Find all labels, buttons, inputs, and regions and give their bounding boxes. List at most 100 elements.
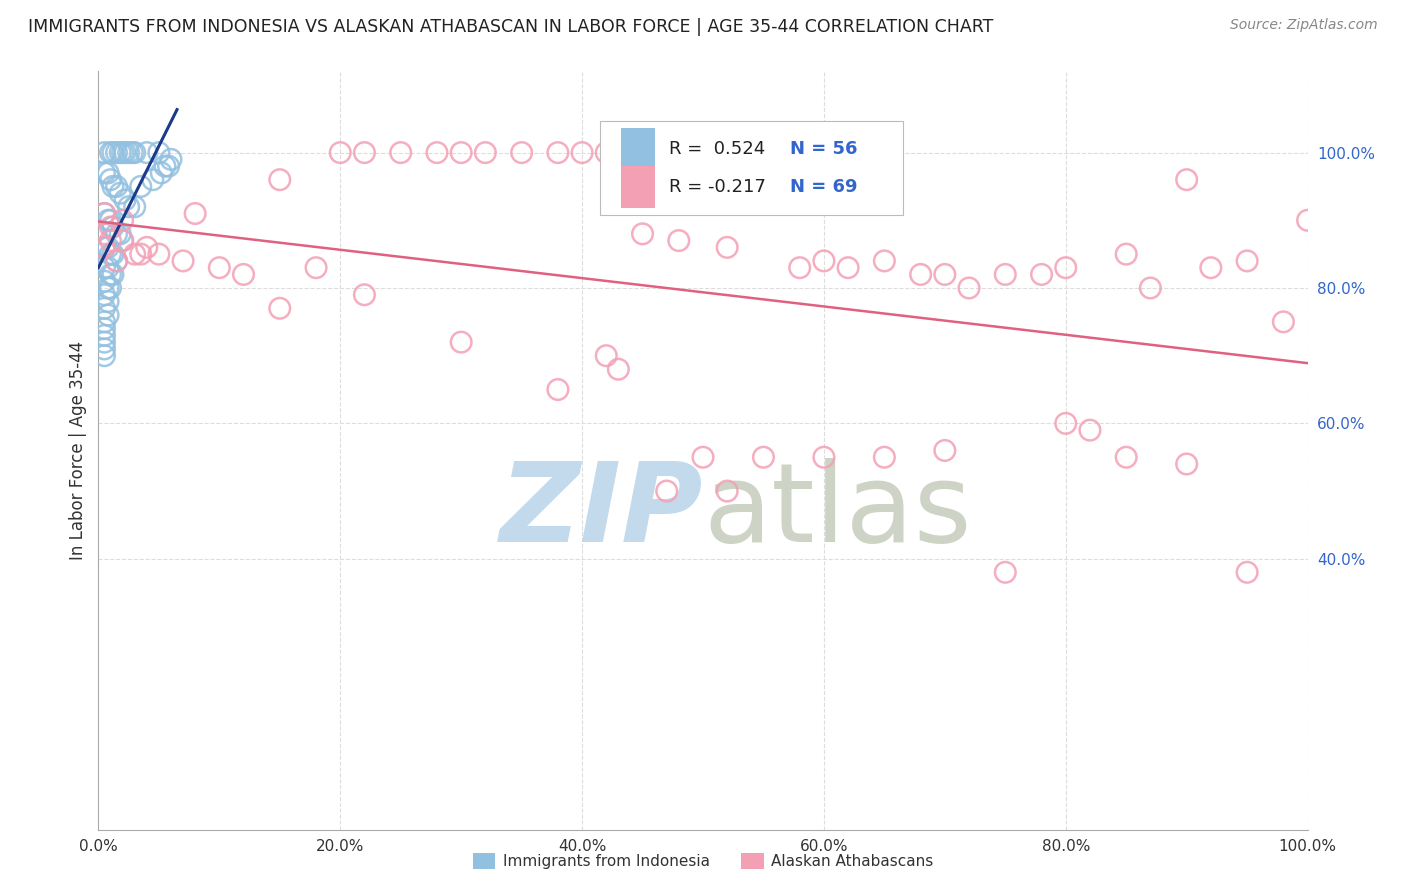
Point bbox=[97, 166, 120, 180]
Point bbox=[1272, 315, 1295, 329]
Point bbox=[172, 254, 194, 268]
Y-axis label: In Labor Force | Age 35-44: In Labor Force | Age 35-44 bbox=[69, 341, 87, 560]
Point bbox=[1054, 417, 1077, 431]
Point bbox=[93, 301, 115, 316]
Point bbox=[1115, 247, 1137, 261]
Point bbox=[994, 566, 1017, 580]
Point bbox=[93, 349, 115, 363]
Point bbox=[631, 227, 654, 241]
Point bbox=[595, 349, 617, 363]
Point bbox=[1054, 260, 1077, 275]
Point bbox=[1236, 254, 1258, 268]
Point bbox=[100, 281, 122, 295]
Point bbox=[1175, 457, 1198, 471]
Point bbox=[100, 172, 122, 186]
Point bbox=[105, 179, 128, 194]
Text: N = 69: N = 69 bbox=[790, 178, 858, 196]
Point bbox=[269, 301, 291, 316]
Point bbox=[121, 145, 143, 160]
Point bbox=[160, 153, 183, 167]
Point bbox=[93, 145, 115, 160]
Point bbox=[111, 145, 134, 160]
Point bbox=[129, 179, 152, 194]
Point bbox=[957, 281, 980, 295]
Point bbox=[97, 294, 120, 309]
Point bbox=[353, 145, 375, 160]
Point bbox=[100, 234, 122, 248]
Point bbox=[100, 268, 122, 282]
Point bbox=[607, 362, 630, 376]
Point bbox=[93, 206, 115, 220]
Point bbox=[118, 200, 141, 214]
Point bbox=[118, 145, 141, 160]
Point bbox=[93, 206, 115, 220]
Point bbox=[105, 254, 128, 268]
Point bbox=[97, 281, 120, 295]
Point bbox=[93, 166, 115, 180]
Point bbox=[153, 159, 176, 173]
Point bbox=[135, 145, 157, 160]
Point bbox=[93, 240, 115, 254]
Point bbox=[752, 145, 775, 160]
Point bbox=[789, 260, 811, 275]
Point bbox=[108, 186, 131, 201]
Point bbox=[1199, 260, 1222, 275]
Point bbox=[142, 172, 165, 186]
Point bbox=[837, 260, 859, 275]
Point bbox=[571, 145, 593, 160]
Point bbox=[474, 145, 496, 160]
Point bbox=[93, 321, 115, 335]
Point bbox=[111, 234, 134, 248]
Point bbox=[97, 260, 120, 275]
Point bbox=[184, 206, 207, 220]
Point bbox=[93, 315, 115, 329]
Text: Source: ZipAtlas.com: Source: ZipAtlas.com bbox=[1230, 18, 1378, 32]
Point bbox=[692, 450, 714, 465]
Point bbox=[232, 268, 254, 282]
Point bbox=[692, 145, 714, 160]
Point bbox=[510, 145, 533, 160]
Point bbox=[1296, 213, 1319, 227]
Point bbox=[124, 145, 146, 160]
Point bbox=[124, 247, 146, 261]
Point bbox=[100, 247, 122, 261]
Point bbox=[93, 240, 115, 254]
Point bbox=[813, 254, 835, 268]
Point bbox=[93, 342, 115, 356]
Point bbox=[101, 179, 124, 194]
Point bbox=[101, 145, 124, 160]
Point bbox=[148, 247, 170, 261]
Point bbox=[934, 268, 956, 282]
Point bbox=[105, 254, 128, 268]
Point bbox=[93, 274, 115, 288]
Point bbox=[150, 166, 173, 180]
Point bbox=[124, 200, 146, 214]
Point bbox=[93, 287, 115, 301]
Point bbox=[547, 383, 569, 397]
Point bbox=[450, 145, 472, 160]
Point bbox=[97, 213, 120, 227]
Point bbox=[114, 193, 136, 207]
Point bbox=[108, 145, 131, 160]
Point bbox=[135, 240, 157, 254]
Point bbox=[129, 247, 152, 261]
Point bbox=[1031, 268, 1053, 282]
Point bbox=[910, 268, 932, 282]
Point bbox=[716, 240, 738, 254]
Point bbox=[873, 254, 896, 268]
Point bbox=[157, 159, 180, 173]
Text: R =  0.524: R = 0.524 bbox=[669, 140, 765, 158]
Point bbox=[389, 145, 412, 160]
Point bbox=[305, 260, 328, 275]
Point bbox=[111, 213, 134, 227]
Point bbox=[93, 328, 115, 343]
Point bbox=[93, 335, 115, 350]
FancyBboxPatch shape bbox=[621, 167, 655, 208]
Point bbox=[655, 484, 678, 499]
Point bbox=[208, 260, 231, 275]
Point bbox=[994, 268, 1017, 282]
Point bbox=[353, 287, 375, 301]
Point bbox=[873, 450, 896, 465]
Text: N = 56: N = 56 bbox=[790, 140, 858, 158]
Point bbox=[752, 450, 775, 465]
